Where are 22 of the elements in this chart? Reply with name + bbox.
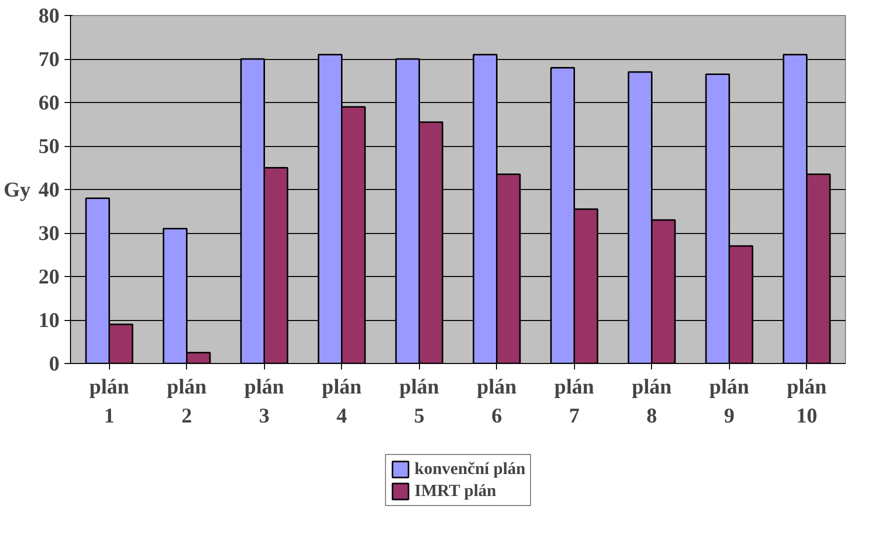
x-tick-label: plán 7 (554, 374, 594, 428)
y-tick-label: 60 (38, 90, 60, 114)
x-tick-label: plán 5 (399, 374, 440, 428)
y-tick-label: 70 (38, 47, 60, 71)
y-tick-label: 80 (38, 4, 60, 28)
y-tick-label: 40 (38, 178, 60, 202)
x-tick-label: plán 10 (786, 374, 827, 428)
x-tick-label: plán 6 (476, 374, 517, 428)
x-tick-label: plán 1 (89, 374, 130, 428)
y-axis-title: Gy (4, 178, 31, 202)
legend-label: IMRT plán (414, 481, 496, 501)
y-tick-label: 10 (38, 308, 60, 332)
x-tick-label: plán 9 (709, 374, 750, 428)
y-tick-label: 30 (38, 221, 60, 245)
x-tick-label: plán 2 (166, 374, 207, 428)
x-tick-label: plán 3 (244, 374, 284, 428)
y-tick-label: 20 (38, 264, 60, 288)
legend-label: konvenční plán (414, 459, 526, 479)
x-tick-label: plán 4 (322, 374, 362, 428)
y-tick-label: 50 (38, 134, 60, 158)
x-tick-label: plán 8 (632, 374, 672, 428)
y-tick-label: 0 (49, 352, 60, 376)
